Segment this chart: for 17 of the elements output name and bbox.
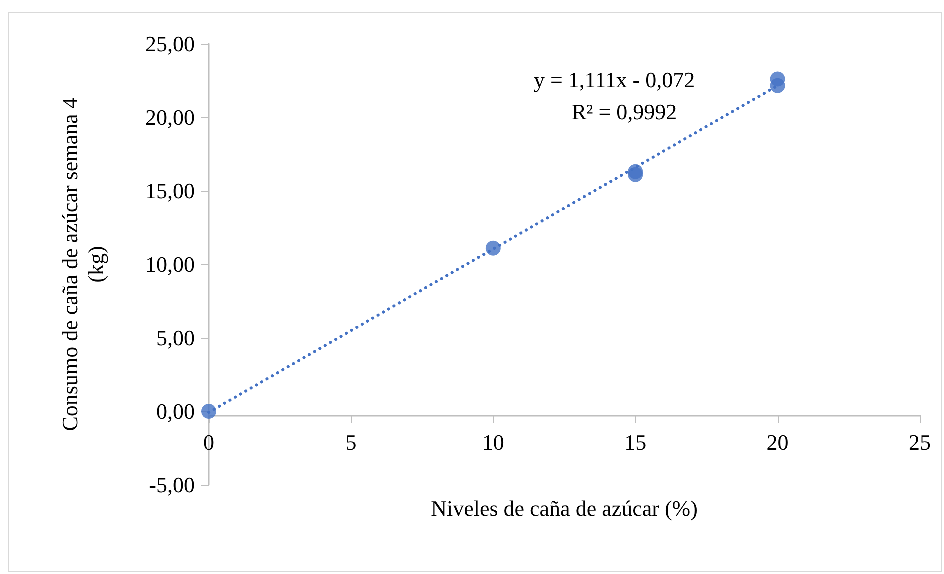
y-tick-label: 15,00 <box>146 178 195 204</box>
y-axis-title: Consumo de caña de azúcar semana 4 (kg) <box>58 98 108 432</box>
annotation: y = 1,111x - 0,072 <box>534 68 696 92</box>
annotation: R² = 0,9992 <box>572 100 678 124</box>
y-tick-label: 20,00 <box>146 105 195 130</box>
x-tick-label: 5 <box>346 430 357 455</box>
y-tick-label: 25,00 <box>146 32 195 56</box>
y-tick-label: 0,00 <box>156 399 195 424</box>
x-tick-label: 10 <box>482 430 504 455</box>
x-tick-label: 20 <box>766 430 789 455</box>
y-tick-label: 10,00 <box>146 252 195 277</box>
y-tick-label: -5,00 <box>149 472 195 498</box>
x-tick-label: 15 <box>624 430 647 455</box>
x-tick-label: 25 <box>909 430 931 455</box>
y-tick-label: 5,00 <box>156 326 195 350</box>
x-axis-title: Niveles de caña de azúcar (%) <box>431 496 698 521</box>
x-tick-label: 0 <box>204 430 214 455</box>
